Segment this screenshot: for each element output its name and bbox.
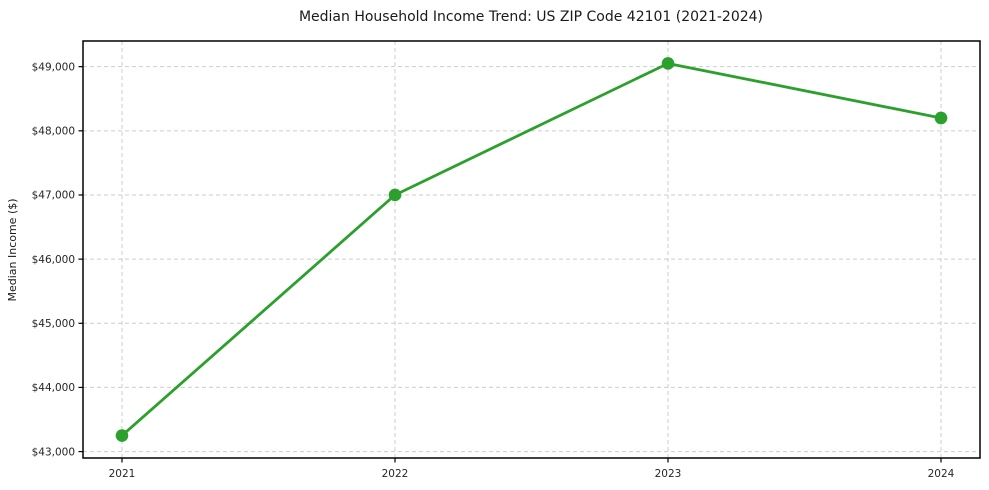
y-tick-labels: $43,000 $44,000 $45,000 $46,000 $47,000 $48,0… — [32, 61, 75, 458]
y-tick-label: $49,000 — [32, 61, 75, 73]
data-series — [115, 57, 948, 442]
axis-tick-marks — [78, 66, 942, 463]
x-tick-label: 2024 — [928, 468, 955, 480]
y-tick-label: $47,000 — [32, 190, 75, 202]
trend-line — [120, 62, 943, 437]
chart-title: Median Household Income Trend: US ZIP Co… — [299, 9, 763, 25]
data-point-marker — [115, 429, 129, 442]
data-point-marker — [388, 188, 402, 202]
y-tick-label: $48,000 — [32, 126, 75, 138]
x-tick-label: 2021 — [109, 468, 136, 480]
x-tick-labels: 2021 2022 2023 2024 — [109, 468, 955, 480]
plot-border — [82, 40, 981, 459]
x-tick-label: 2022 — [382, 468, 409, 480]
x-tick-label: 2023 — [655, 468, 682, 480]
data-point-marker — [661, 57, 675, 70]
y-axis-label: Median Income ($) — [6, 198, 19, 301]
data-point-marker — [934, 111, 948, 125]
y-tick-label: $46,000 — [32, 254, 75, 266]
grid-lines — [83, 41, 980, 458]
y-tick-label: $43,000 — [32, 446, 75, 458]
y-tick-label: $45,000 — [32, 318, 75, 330]
y-tick-label: $44,000 — [32, 382, 75, 394]
